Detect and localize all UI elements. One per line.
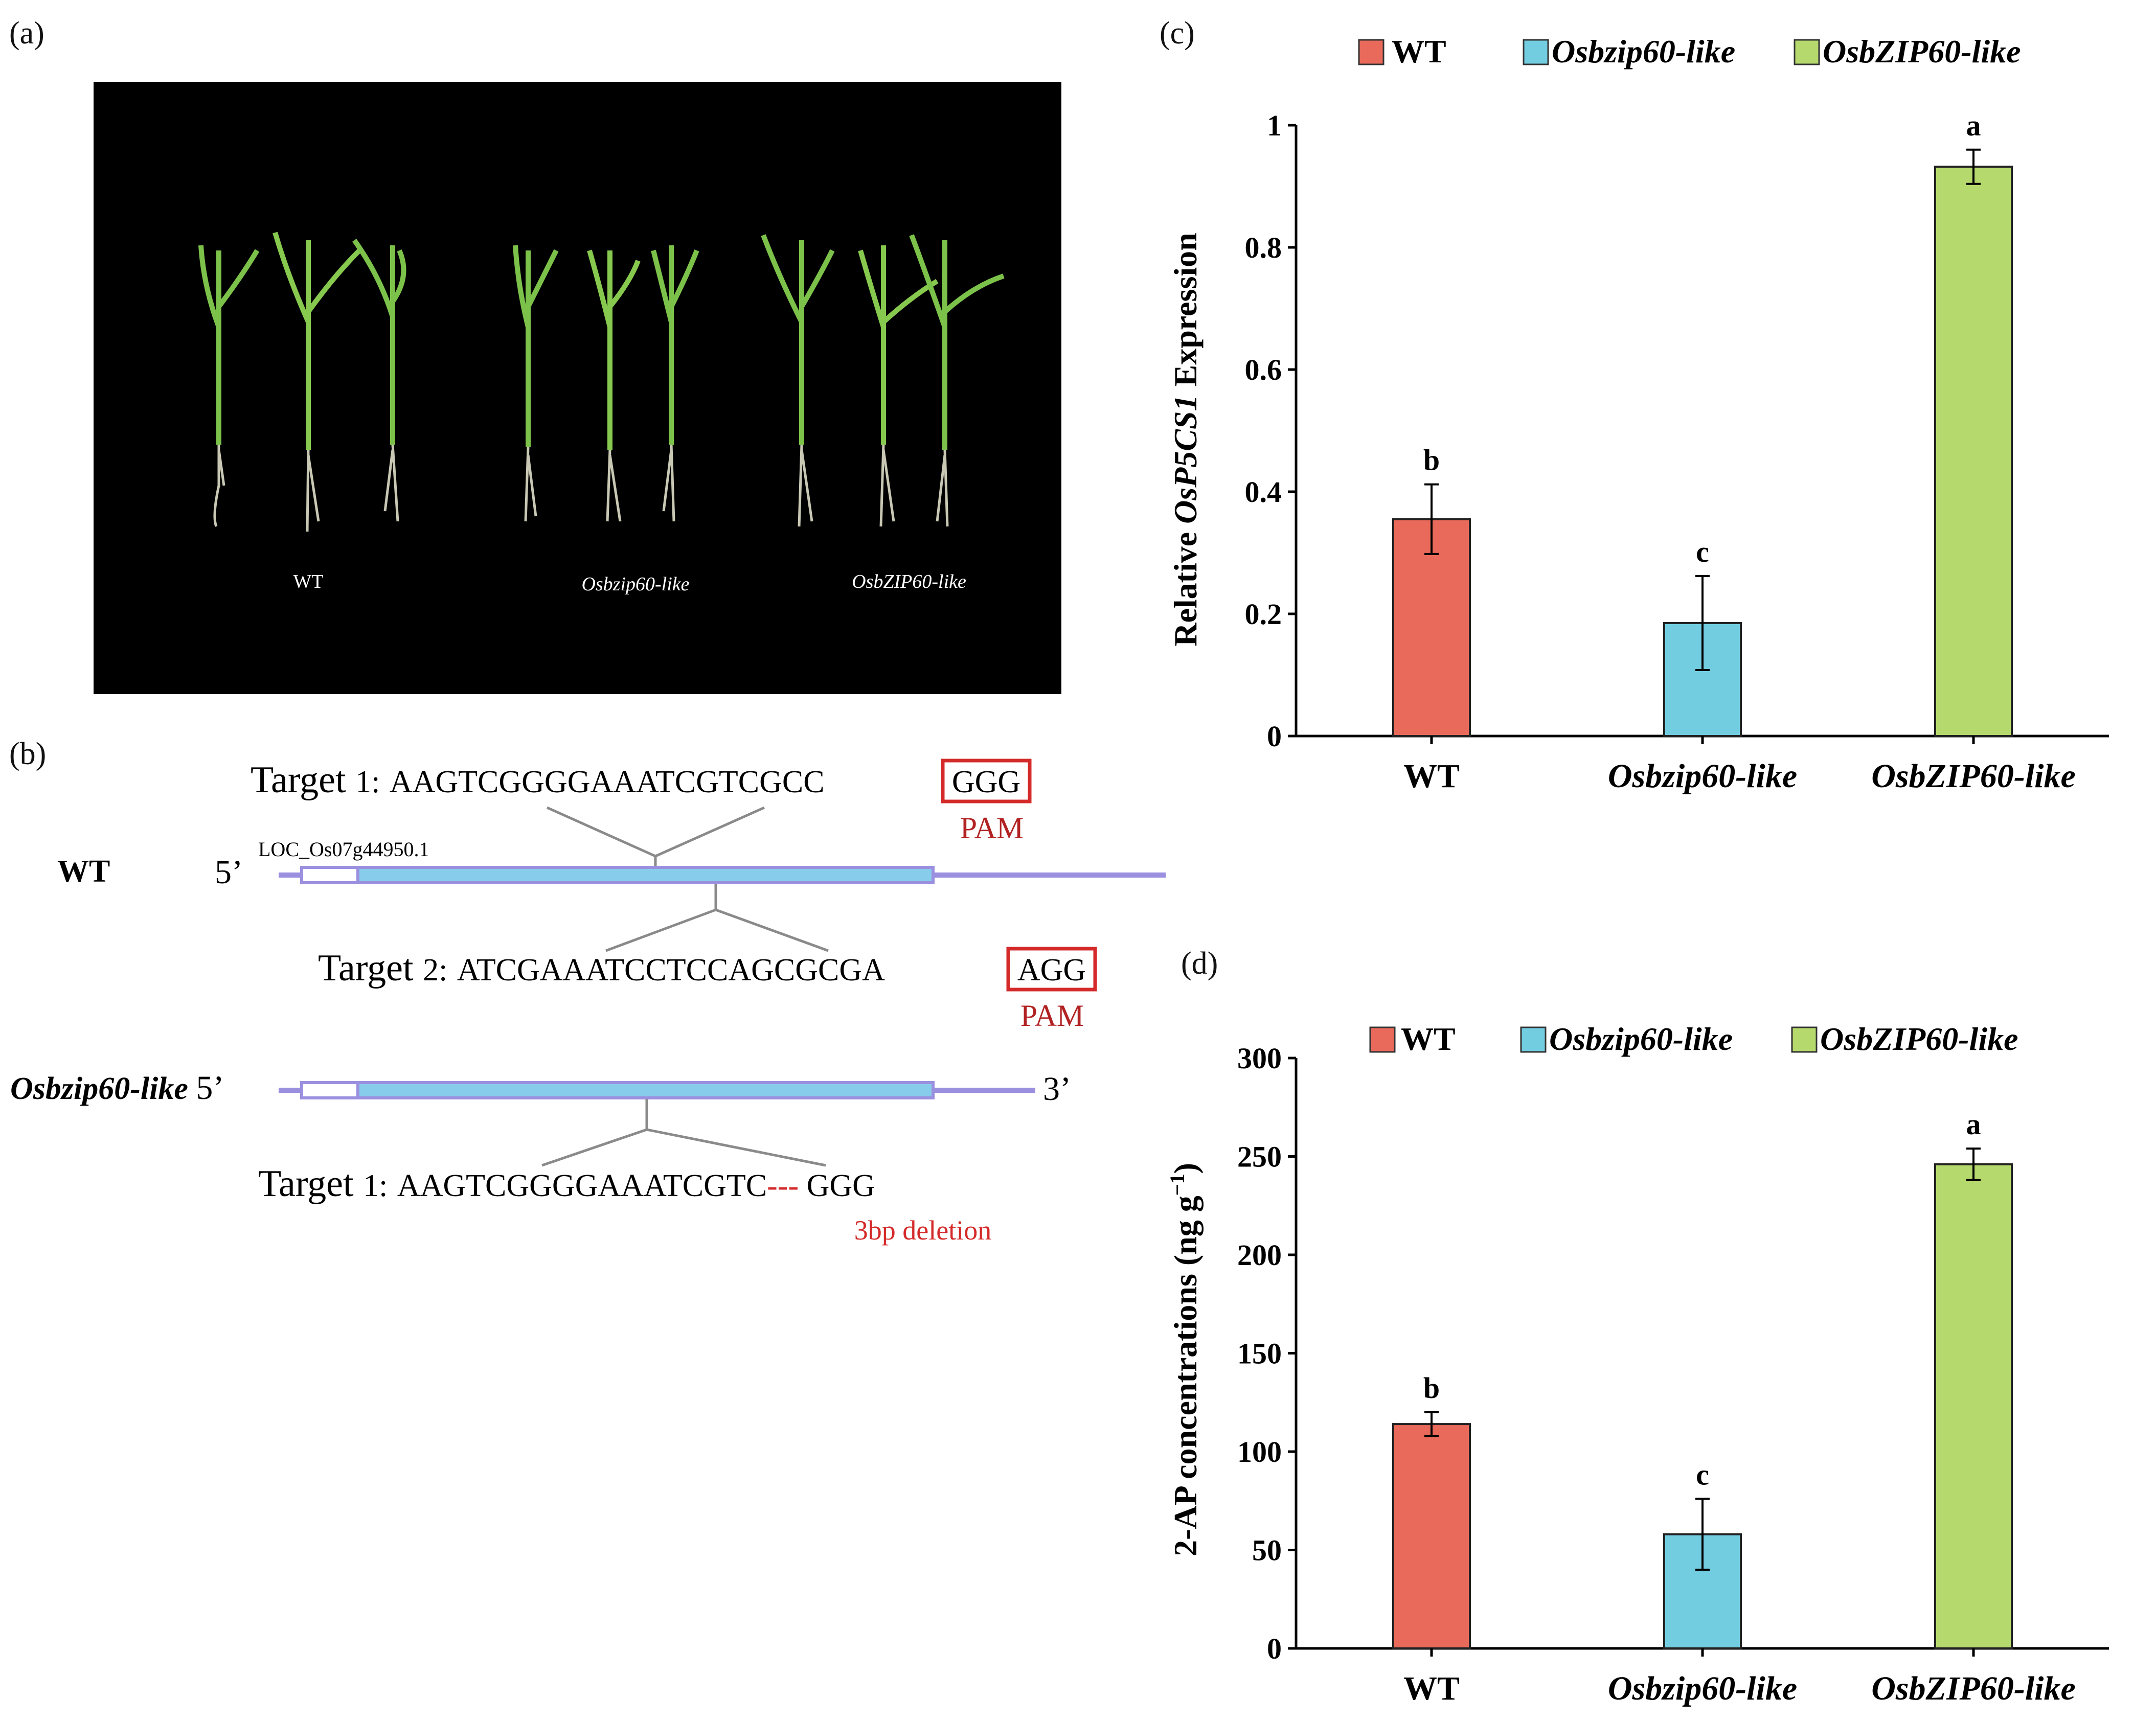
seedling-root	[879, 444, 895, 527]
gene-diagram: Target 1: AAGTCGGGGAAATCGTCGCC GGG PAM W…	[10, 759, 1166, 1246]
photo-label-wt: WT	[293, 571, 323, 592]
legend-label-overexpression: OsbZIP60-like	[1823, 33, 2021, 70]
legend-swatch-mutant	[1520, 1026, 1547, 1053]
seedling-root	[662, 444, 675, 522]
legend-label-wt: WT	[1401, 1021, 1456, 1057]
mutant-exon-1	[356, 1081, 935, 1099]
target2-pam-box	[1006, 947, 1097, 992]
wt-utr-5	[300, 866, 359, 884]
y-tick-label: 0	[1267, 1632, 1282, 1665]
y-axis-label: 2-AP concentrations (ng g−1)	[1166, 1163, 1204, 1556]
y-tick-label: 100	[1237, 1435, 1282, 1468]
y-tick-label: 0.6	[1245, 353, 1282, 386]
y-tick-label: 1	[1267, 109, 1282, 142]
bar	[1392, 1423, 1471, 1649]
y-tick-label: 200	[1237, 1238, 1282, 1272]
y-tick-label: 0.8	[1245, 231, 1282, 264]
significance-letter: b	[1423, 1371, 1440, 1405]
target1-connector	[546, 806, 765, 869]
chart-legend: WT Osbzip60-like OsbZIP60-like	[1369, 1021, 2018, 1057]
y-tick-label: 150	[1237, 1337, 1282, 1370]
x-tick-label: OsbZIP60-like	[1871, 1670, 2076, 1707]
seedling-root	[213, 445, 225, 527]
y-tick-label: 0.2	[1245, 598, 1282, 631]
legend-swatch-wt	[1358, 39, 1385, 65]
bar	[1934, 166, 2013, 737]
mutant-target-connector	[541, 1099, 826, 1167]
mutant-label: Osbzip60-like 5’	[10, 1069, 224, 1107]
seedling	[909, 234, 1005, 450]
seedling	[352, 239, 406, 445]
legend-label-overexpression: OsbZIP60-like	[1820, 1021, 2018, 1057]
wt-exon-1	[356, 866, 935, 884]
chart-2ap: WT Osbzip60-like OsbZIP60-like 2-AP conc…	[1166, 1021, 2109, 1707]
photo-label-overexpression: OsbZIP60-like	[852, 571, 966, 592]
legend-swatch-overexpression	[1791, 1026, 1818, 1053]
x-tick-label: WT	[1403, 757, 1460, 795]
target2-pam-seq: AGG	[1017, 953, 1086, 988]
panel-label-c: (c)	[1160, 16, 1195, 51]
legend-swatch-mutant	[1523, 39, 1549, 65]
mutant-target-label: Target 1: AAGTCGGGGAAATCGTC--- GGG	[258, 1163, 875, 1205]
deletion-label: 3bp deletion	[854, 1215, 991, 1246]
target2-connector	[605, 884, 829, 952]
target1-label: Target 1: AAGTCGGGGAAATCGTCGCC	[251, 759, 825, 801]
y-tick-label: 50	[1252, 1534, 1282, 1567]
target1-pam-seq: GGG	[952, 765, 1020, 799]
wt-five-prime: 5’	[215, 854, 243, 891]
y-tick-label: 250	[1237, 1140, 1282, 1174]
x-tick-label: Osbzip60-like	[1608, 1670, 1797, 1707]
legend-swatch-overexpression	[1794, 39, 1820, 65]
significance-letter: a	[1966, 109, 1981, 142]
y-tick-label: 0.4	[1245, 475, 1282, 509]
y-tick-label: 0	[1267, 720, 1282, 753]
seedling-root	[306, 449, 320, 532]
panel-label-a: (a)	[9, 16, 44, 51]
target1-pam-box	[941, 759, 1032, 803]
significance-letter: c	[1696, 1458, 1709, 1491]
chart-legend: WT Osbzip60-like OsbZIP60-like	[1358, 33, 2021, 70]
legend-label-mutant: Osbzip60-like	[1552, 33, 1735, 70]
significance-letter: b	[1423, 444, 1440, 477]
bar	[1934, 1163, 2013, 1649]
seedling	[198, 245, 260, 445]
seedling	[587, 249, 641, 450]
seedling-photo: WT Osbzip60-like OsbZIP60-like	[94, 82, 1061, 694]
panel-label-b: (b)	[9, 737, 47, 771]
y-axis-label: Relative OsP5CS1 Expression	[1167, 233, 1204, 647]
seedling-root	[798, 444, 813, 527]
wt-label: WT	[57, 854, 110, 889]
legend-label-mutant: Osbzip60-like	[1549, 1021, 1733, 1057]
mutant-utr-5	[300, 1081, 359, 1099]
seedling-group-overexpression	[761, 234, 1005, 527]
significance-letter: c	[1696, 535, 1709, 568]
seedling	[761, 234, 835, 445]
x-tick-label: OsbZIP60-like	[1871, 757, 2076, 795]
y-tick-label: 300	[1237, 1042, 1282, 1075]
significance-letter: a	[1966, 1108, 1981, 1141]
x-tick-label: Osbzip60-like	[1608, 757, 1797, 795]
chart-expression: WT Osbzip60-like OsbZIP60-like Relative …	[1167, 33, 2109, 795]
seedling-root	[383, 444, 399, 522]
legend-swatch-wt	[1369, 1026, 1396, 1053]
target2-label: Target 2: ATCGAAATCCTCCAGCGCGA	[318, 947, 885, 989]
legend-label-wt: WT	[1392, 33, 1446, 70]
panel-label-d: (d)	[1181, 946, 1218, 981]
locus-label: LOC_Os07g44950.1	[258, 838, 429, 861]
bar	[1392, 518, 1471, 738]
x-tick-label: WT	[1403, 1670, 1460, 1707]
seedling-root	[524, 447, 537, 522]
target2-pam-label: PAM	[1020, 999, 1084, 1032]
seedling	[513, 245, 559, 447]
seedling	[273, 232, 361, 450]
target1-pam-label: PAM	[960, 811, 1024, 845]
photo-background	[94, 82, 1061, 694]
photo-label-mutant: Osbzip60-like	[581, 573, 689, 595]
seedling-root	[606, 449, 622, 522]
seedling	[651, 245, 699, 445]
seedling-group-mutant	[513, 245, 699, 522]
mutant-three-prime: 3’	[1043, 1070, 1071, 1108]
seedling-root	[936, 449, 949, 527]
seedling-group-wt	[198, 232, 406, 532]
